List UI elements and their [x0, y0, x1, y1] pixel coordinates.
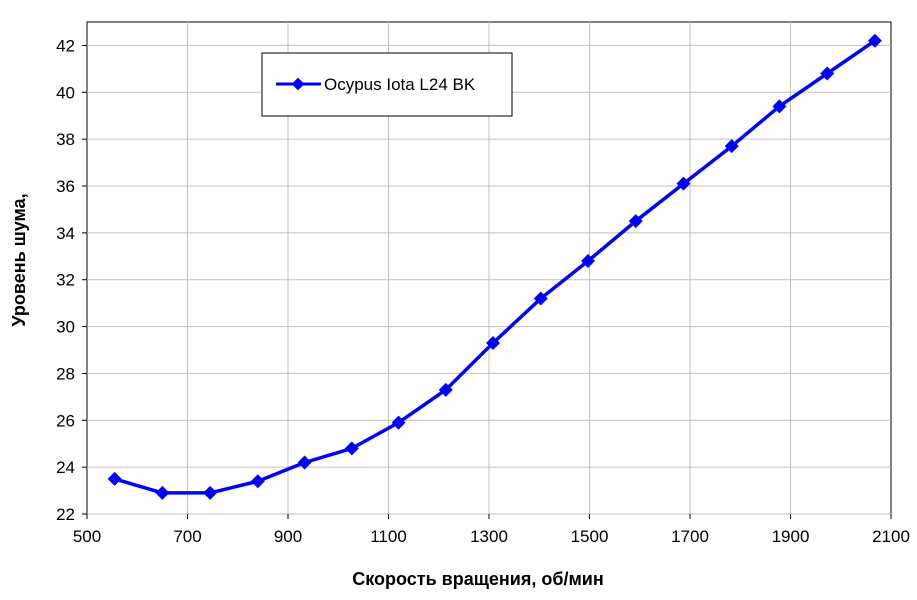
legend-label: Ocypus Iota L24 BK: [324, 75, 476, 94]
data-point-marker: [486, 335, 501, 350]
data-point-marker: [203, 485, 218, 500]
y-tick-label: 24: [56, 458, 75, 477]
data-point-marker: [107, 471, 122, 486]
data-point-marker: [250, 474, 265, 489]
legend-marker: [291, 77, 305, 91]
series-layer: [107, 33, 882, 500]
data-point-marker: [580, 253, 595, 268]
gridlines: [87, 22, 891, 515]
data-point-marker: [724, 139, 739, 154]
data-point-marker: [676, 176, 691, 191]
data-point-marker: [438, 382, 453, 397]
y-tick-label: 40: [56, 83, 75, 102]
legend: Ocypus Iota L24 BK: [261, 52, 513, 117]
y-tick-label: 38: [56, 130, 75, 149]
x-tick-label: 2100: [872, 527, 910, 546]
y-axis-ticks: 22 24 26 28 30 32 34 36 38 40 42: [56, 36, 87, 524]
data-point-marker: [533, 291, 548, 306]
x-tick-label: 900: [274, 527, 302, 546]
x-tick-label: 1900: [772, 527, 810, 546]
data-point-marker: [155, 485, 170, 500]
data-point-marker: [297, 455, 312, 470]
x-axis-title: Скорость вращения, об/мин: [352, 569, 604, 589]
x-tick-label: 500: [73, 527, 101, 546]
data-point-marker: [772, 99, 787, 114]
data-point-marker: [628, 214, 643, 229]
y-tick-label: 22: [56, 505, 75, 524]
data-point-marker: [820, 66, 835, 81]
data-point-marker: [344, 441, 359, 456]
x-tick-label: 1700: [671, 527, 709, 546]
data-point-marker: [867, 33, 882, 48]
data-point-marker: [391, 415, 406, 430]
y-tick-label: 36: [56, 177, 75, 196]
x-axis-ticks: 500 700 900 1100 1300 1500 1700 1900 2100: [73, 514, 910, 546]
y-tick-label: 34: [56, 224, 75, 243]
y-tick-label: 42: [56, 36, 75, 55]
y-tick-label: 32: [56, 271, 75, 290]
x-tick-label: 1300: [470, 527, 508, 546]
y-axis-title: Уровень шума,: [9, 193, 29, 326]
x-tick-label: 700: [173, 527, 201, 546]
y-tick-label: 28: [56, 364, 75, 383]
y-tick-label: 30: [56, 318, 75, 337]
x-tick-label: 1100: [370, 527, 407, 546]
x-tick-label: 1500: [571, 527, 609, 546]
y-tick-label: 26: [56, 411, 75, 430]
